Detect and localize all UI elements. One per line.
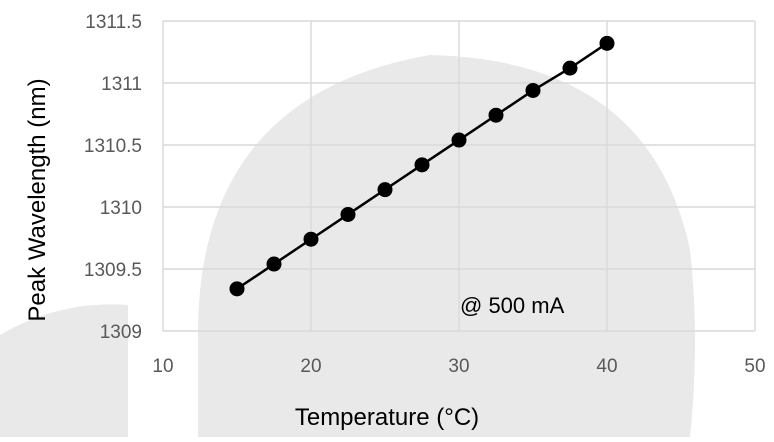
x-axis-label: Temperature (°C): [295, 404, 479, 431]
data-point: [414, 157, 430, 173]
data-point: [340, 206, 356, 222]
series: [229, 35, 615, 297]
data-point: [451, 132, 467, 148]
data-point: [303, 231, 319, 247]
background-left-shape: [0, 304, 128, 437]
background-circle-shape: [198, 55, 695, 437]
x-tick-label: 50: [744, 356, 765, 377]
data-point: [488, 107, 504, 123]
data-point: [525, 82, 541, 98]
background-watermark: [0, 55, 695, 437]
data-point: [562, 60, 578, 76]
data-point: [377, 182, 393, 198]
y-axis-label: Peak Wavelength (nm): [24, 78, 51, 321]
y-tick-label: 1309.5: [84, 260, 142, 281]
y-tick-label: 1311: [101, 74, 142, 95]
y-tick-label: 1309: [100, 322, 142, 343]
y-tick-label: 1310.5: [84, 136, 142, 157]
x-tick-label: 40: [596, 356, 617, 377]
y-tick-label: 1310: [100, 198, 142, 219]
annotation: @ 500 mA: [460, 293, 565, 318]
x-tick-label: 10: [152, 356, 173, 377]
data-point: [229, 281, 245, 297]
data-point: [266, 256, 282, 272]
y-tick-label: 1311.5: [85, 12, 142, 33]
tick-labels: 10 20 30 40 50 1309 1309.5 1310 1310.5 1311 1311.5: [84, 12, 766, 377]
data-point: [599, 35, 615, 51]
x-tick-label: 30: [448, 356, 469, 377]
x-tick-label: 20: [300, 356, 321, 377]
